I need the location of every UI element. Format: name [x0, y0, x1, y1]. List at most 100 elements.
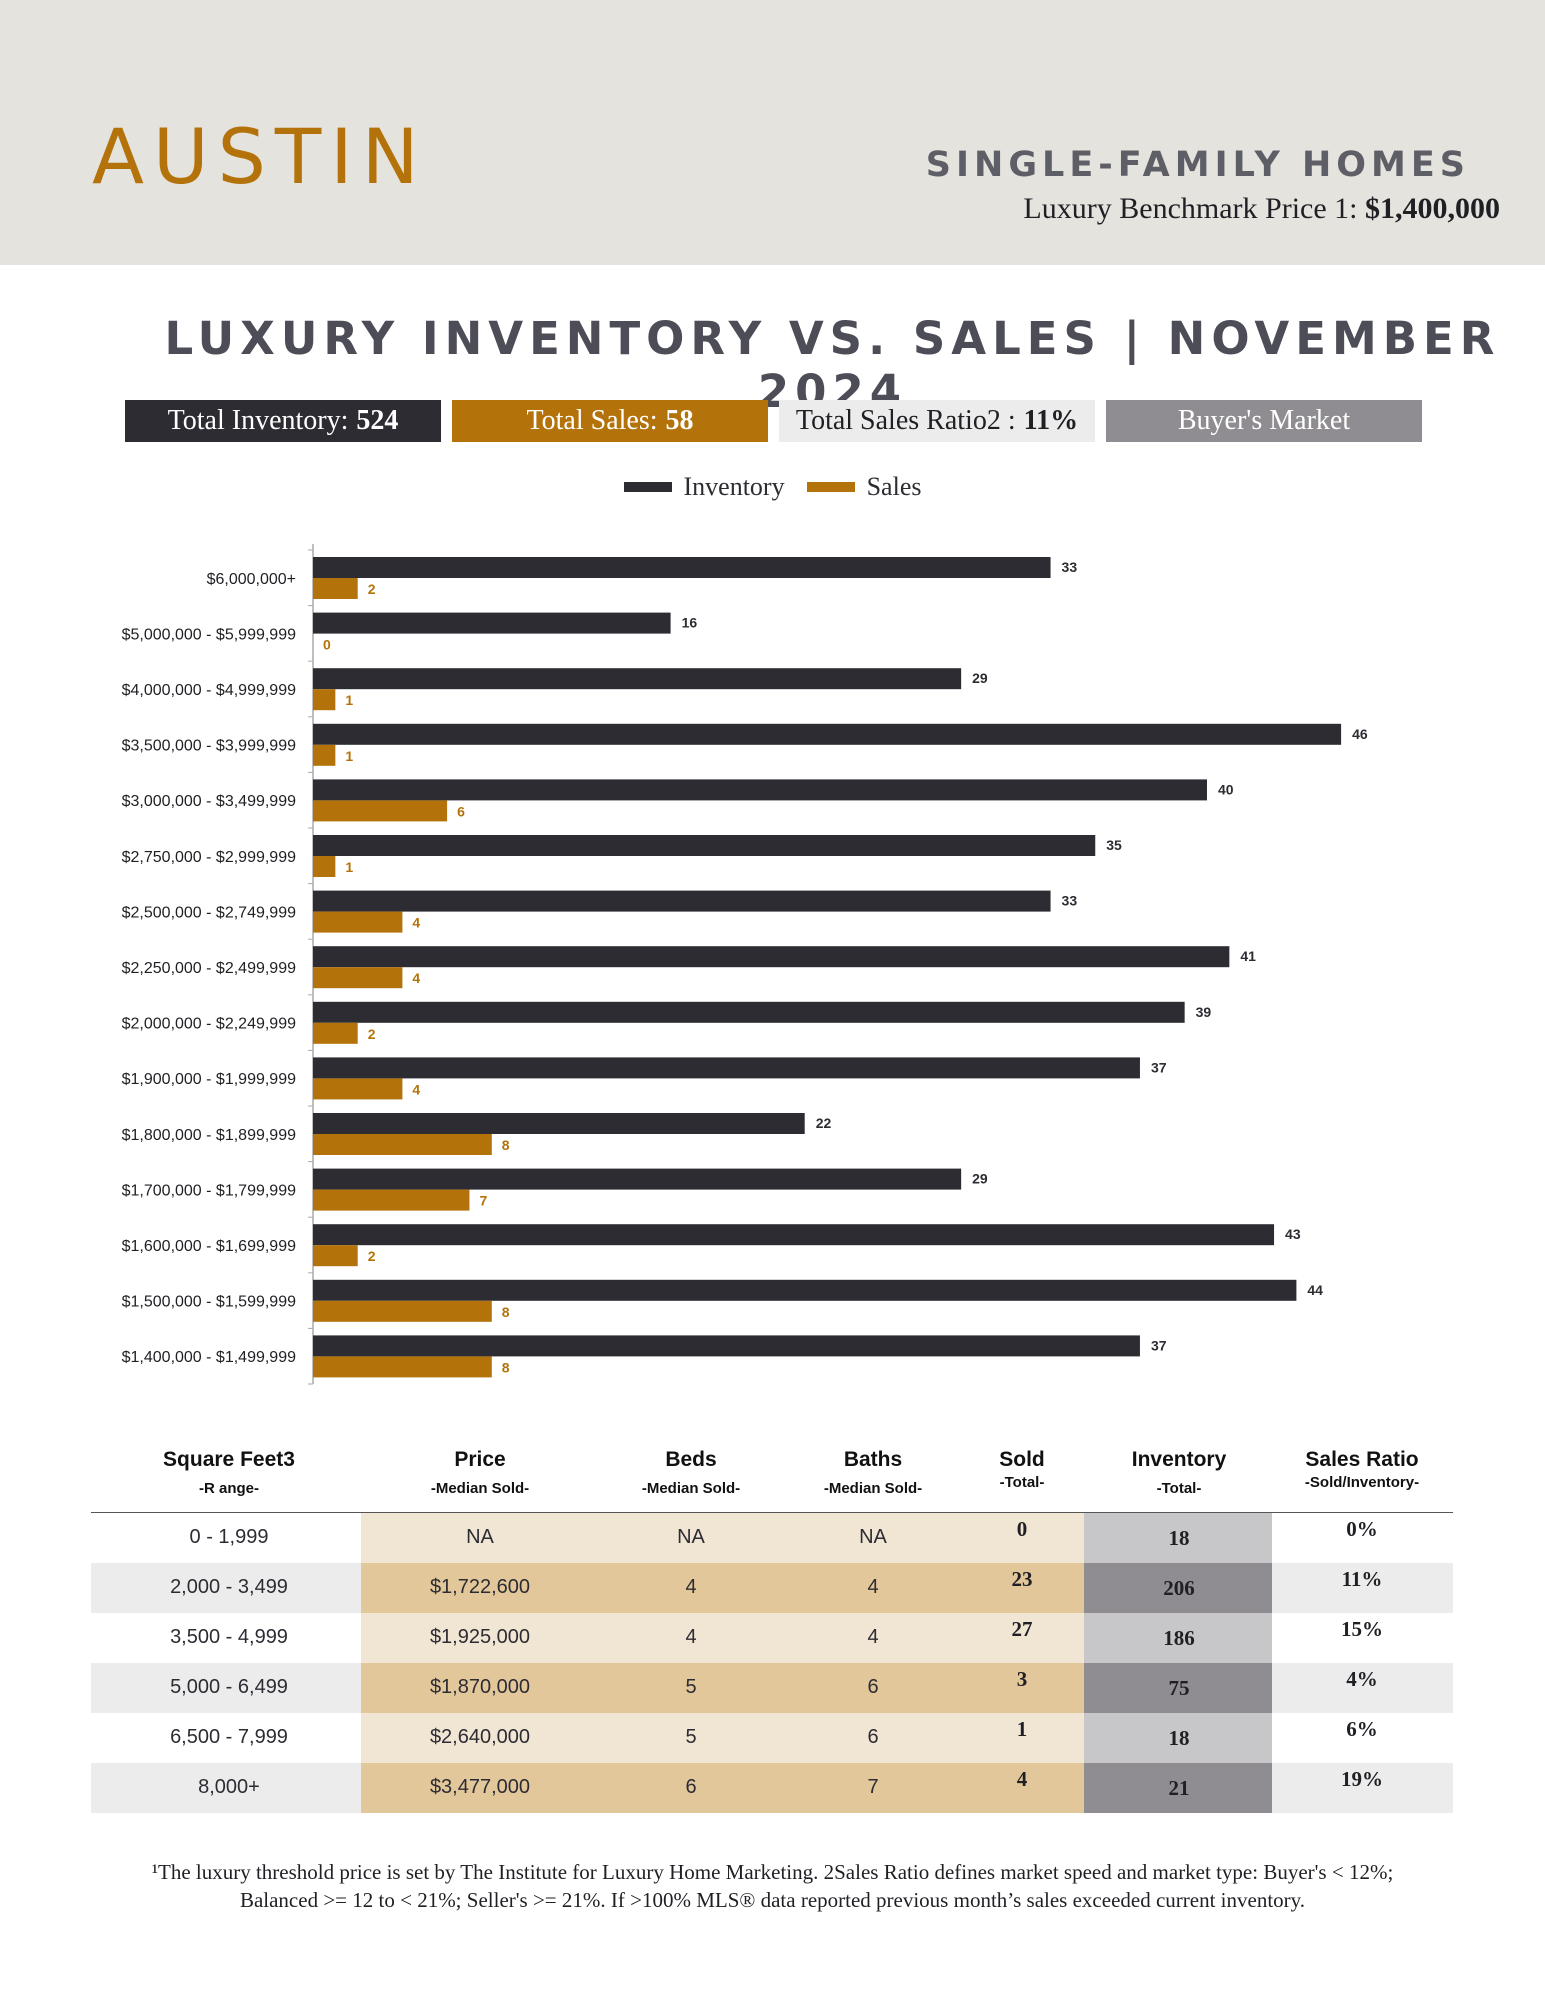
total-inventory-box: Total Inventory: 524: [125, 400, 441, 442]
benchmark-label: Luxury Benchmark Price 1:: [1023, 192, 1358, 225]
table-cell: 4: [685, 1626, 697, 1648]
table-cell: 4: [685, 1576, 697, 1598]
total-inventory-label: Total Inventory:: [167, 405, 349, 436]
table-header-title: Beds: [665, 1448, 717, 1471]
inventory-column-band: [1084, 1563, 1272, 1613]
sales-bar: [313, 744, 336, 766]
category-label: $1,800,000 - $1,899,999: [122, 1127, 296, 1144]
table-cell: 1: [1016, 1717, 1028, 1741]
sales-value-label: 7: [479, 1193, 487, 1209]
table-cell: 6: [867, 1726, 879, 1748]
total-sales-box: Total Sales: 58: [452, 400, 768, 442]
total-sales-ratio-box: Total Sales Ratio2 : 11%: [779, 400, 1095, 442]
total-inventory-value: 524: [356, 405, 399, 436]
table-cell: $1,722,600: [429, 1576, 531, 1598]
table-cell: 206: [1163, 1576, 1195, 1600]
table-header-subtitle: -Total-: [1156, 1480, 1202, 1497]
inventory-column-band: [1084, 1713, 1272, 1763]
table-cell: $1,925,000: [429, 1626, 531, 1648]
category-label: $5,000,000 - $5,999,999: [122, 626, 296, 643]
inventory-column-band: [1084, 1763, 1272, 1813]
sales-bar: [313, 1022, 358, 1044]
inventory-value-label: 44: [1307, 1282, 1323, 1298]
inventory-bar: [313, 723, 1342, 745]
inventory-bar: [313, 779, 1207, 801]
table-header-cell: Beds -Median Sold-: [581, 1448, 801, 1497]
total-sales-value: 58: [665, 405, 694, 436]
table-header-subtitle: -Median Sold-: [823, 1480, 923, 1497]
inventory-bar: [313, 1168, 962, 1190]
table-cell: 7: [867, 1776, 879, 1798]
inventory-value-label: 43: [1285, 1226, 1301, 1242]
inventory-value-label: 46: [1352, 726, 1368, 742]
price-column-band: [361, 1513, 1084, 1563]
sales-bar: [313, 967, 403, 989]
total-sales-ratio-value: 11%: [1023, 405, 1079, 436]
table-cell: 19%: [1341, 1767, 1383, 1791]
sales-value-label: 6: [457, 803, 465, 819]
inventory-value-label: 22: [816, 1115, 832, 1131]
inventory-value-label: 33: [1062, 893, 1078, 909]
inventory-bar: [313, 890, 1051, 912]
sales-value-label: 8: [502, 1137, 510, 1153]
table-cell: 2,000 - 3,499: [170, 1576, 288, 1598]
inventory-column-band: [1084, 1513, 1272, 1563]
table-header-cell: Square Feet3 -R ange-: [119, 1448, 339, 1497]
footnote-line-2: Balanced >= 12 to < 21%; Seller's >= 21%…: [239, 1888, 1306, 1912]
footnote-line-1: ¹The luxury threshold price is set by Th…: [151, 1860, 1394, 1884]
inventory-value-label: 37: [1151, 1337, 1167, 1353]
sales-bar: [313, 1078, 403, 1100]
table-cell: 6: [867, 1676, 879, 1698]
sales-bar: [313, 911, 403, 933]
table-cell: 0%: [1346, 1517, 1378, 1541]
inventory-bar: [313, 1057, 1140, 1079]
table-cell: 6%: [1346, 1717, 1378, 1741]
table-cell: 4: [867, 1626, 879, 1648]
table-cell: 5: [685, 1676, 697, 1698]
table-header-subtitle: -Median Sold-: [641, 1480, 741, 1497]
inventory-bar: [313, 557, 1051, 578]
sales-value-label: 2: [368, 581, 376, 597]
table-header-subtitle: -Total-: [999, 1474, 1045, 1491]
legend-item-sales: Sales: [806, 472, 921, 502]
category-label: $1,500,000 - $1,599,999: [122, 1294, 296, 1311]
table-header-cell: Baths -Median Sold-: [763, 1448, 983, 1497]
city-title: AUSTIN: [92, 112, 428, 201]
inventory-value-label: 33: [1062, 559, 1078, 575]
category-label: $2,000,000 - $2,249,999: [122, 1016, 296, 1033]
table-cell: NA: [466, 1526, 494, 1548]
price-column-band: [361, 1713, 1084, 1763]
legend-label-inventory: Inventory: [683, 472, 785, 501]
table-cell: NA: [859, 1526, 887, 1548]
table-cell: 6: [685, 1776, 697, 1798]
table-cell: 186: [1163, 1626, 1195, 1650]
sales-value-label: 0: [323, 637, 331, 653]
table-cell: 0 - 1,999: [189, 1526, 269, 1548]
market-type-label: Buyer's Market: [1177, 405, 1351, 436]
inventory-bar: [313, 1113, 805, 1134]
sales-value-label: 1: [345, 748, 353, 764]
table-header-cell: Price -Median Sold-: [370, 1448, 590, 1497]
table-header-title: Inventory: [1131, 1448, 1227, 1471]
table-header-cell: Sales Ratio -Sold/Inventory-: [1252, 1448, 1472, 1491]
sales-bar: [313, 1356, 492, 1378]
table-cell: 18: [1168, 1726, 1190, 1750]
table-cell: 11%: [1341, 1567, 1383, 1591]
sales-bar: [313, 1134, 492, 1155]
table-cell: 4: [1016, 1767, 1028, 1791]
table-cell: 23: [1011, 1567, 1033, 1591]
table-cell: 5,000 - 6,499: [170, 1676, 288, 1698]
table-header-title: Square Feet3: [163, 1448, 295, 1471]
chart-legend: Inventory Sales: [0, 472, 1545, 502]
table-cell: $1,870,000: [429, 1676, 531, 1698]
table-cell: 3: [1016, 1667, 1028, 1691]
table-cell: 21: [1168, 1776, 1190, 1800]
legend-item-inventory: Inventory: [623, 472, 785, 502]
sales-bar: [313, 578, 358, 599]
table-header-subtitle: -Median Sold-: [430, 1480, 530, 1497]
benchmark-price: Luxury Benchmark Price 1: $1,400,000: [1023, 192, 1500, 226]
sales-bar: [313, 1300, 492, 1322]
table-cell: 5: [685, 1726, 697, 1748]
inventory-value-label: 39: [1196, 1004, 1212, 1020]
category-label: $2,750,000 - $2,999,999: [122, 849, 296, 866]
